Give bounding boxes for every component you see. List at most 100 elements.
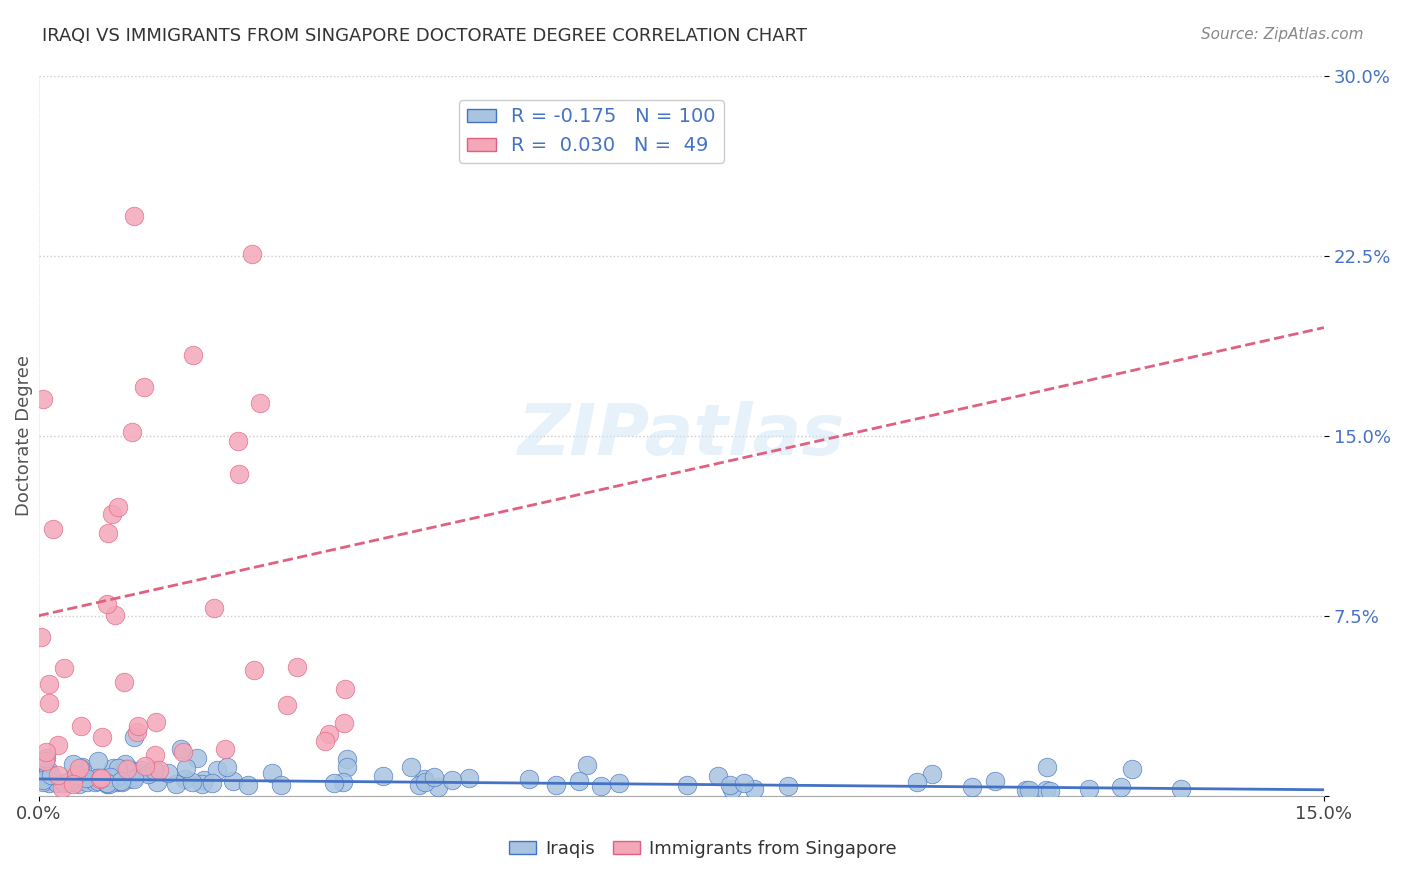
Point [401, 760, 423, 774]
Point [39, 768, 62, 782]
Point [145, 775, 167, 789]
Point [1077, 782, 1099, 797]
Point [111, 775, 134, 789]
Point [122, 772, 145, 786]
Point [104, 607, 127, 622]
Point [776, 779, 799, 793]
Point [371, 769, 394, 783]
Point [105, 770, 128, 784]
Point [136, 767, 159, 781]
Point [117, 772, 139, 786]
Point [45, 776, 67, 790]
Point [110, 774, 132, 789]
Point [37, 767, 59, 781]
Point [204, 601, 226, 615]
Point [122, 770, 145, 784]
Point [112, 675, 135, 690]
Point [276, 698, 298, 712]
Point [960, 780, 983, 794]
Point [285, 660, 308, 674]
Point [183, 348, 205, 362]
Point [314, 734, 336, 748]
Point [32, 392, 55, 406]
Point [172, 745, 194, 759]
Point [122, 731, 145, 745]
Point [134, 759, 156, 773]
Point [96, 775, 118, 789]
Point [96, 777, 118, 791]
Point [336, 760, 359, 774]
Point [70, 719, 93, 733]
Point [83, 775, 105, 789]
Point [69, 761, 91, 775]
Point [98, 770, 121, 784]
Point [214, 742, 236, 756]
Point [62, 757, 84, 772]
Point [156, 766, 179, 780]
Point [1109, 780, 1132, 794]
Point [609, 776, 631, 790]
Point [427, 780, 450, 794]
Point [101, 507, 124, 521]
Point [236, 778, 259, 792]
Point [129, 763, 152, 777]
Point [205, 763, 228, 777]
Point [413, 772, 436, 786]
Point [52, 660, 75, 674]
Point [67, 777, 90, 791]
Point [127, 719, 149, 733]
Point [1018, 782, 1040, 797]
Point [270, 778, 292, 792]
Point [335, 681, 357, 696]
Point [201, 776, 224, 790]
Point [143, 747, 166, 762]
Point [121, 425, 143, 439]
Legend: R = -0.175   N = 100, R =  0.030   N =  49: R = -0.175 N = 100, R = 0.030 N = 49 [458, 100, 724, 163]
Point [170, 742, 193, 756]
Point [1121, 762, 1143, 776]
Point [333, 716, 356, 731]
Point [53, 776, 76, 790]
Point [58, 775, 80, 789]
Point [173, 772, 195, 786]
Point [91, 731, 114, 745]
Point [31, 772, 53, 787]
Legend: Iraqis, Immigrants from Singapore: Iraqis, Immigrants from Singapore [502, 833, 904, 865]
Point [46, 738, 69, 752]
Point [107, 500, 129, 514]
Point [96, 597, 118, 611]
Point [125, 724, 148, 739]
Point [262, 766, 284, 780]
Point [721, 782, 744, 797]
Point [193, 772, 215, 787]
Point [423, 770, 446, 784]
Point [97, 526, 120, 541]
Point [174, 761, 197, 775]
Point [62, 777, 84, 791]
Point [318, 726, 340, 740]
Point [165, 777, 187, 791]
Point [37, 763, 59, 777]
Point [1170, 781, 1192, 796]
Point [90, 771, 112, 785]
Point [70, 760, 93, 774]
Point [440, 772, 463, 787]
Point [408, 779, 430, 793]
Point [108, 774, 131, 789]
Point [675, 778, 697, 792]
Point [56, 775, 79, 789]
Point [215, 760, 238, 774]
Point [31, 775, 53, 789]
Point [51, 780, 73, 795]
Text: IRAQI VS IMMIGRANTS FROM SINGAPORE DOCTORATE DEGREE CORRELATION CHART: IRAQI VS IMMIGRANTS FROM SINGAPORE DOCTO… [42, 27, 807, 45]
Point [905, 775, 928, 789]
Point [332, 774, 354, 789]
Point [34, 751, 56, 765]
Point [65, 767, 87, 781]
Point [60, 775, 83, 789]
Point [35, 745, 58, 759]
Point [180, 775, 202, 789]
Point [46, 768, 69, 782]
Point [228, 467, 250, 481]
Point [114, 757, 136, 772]
